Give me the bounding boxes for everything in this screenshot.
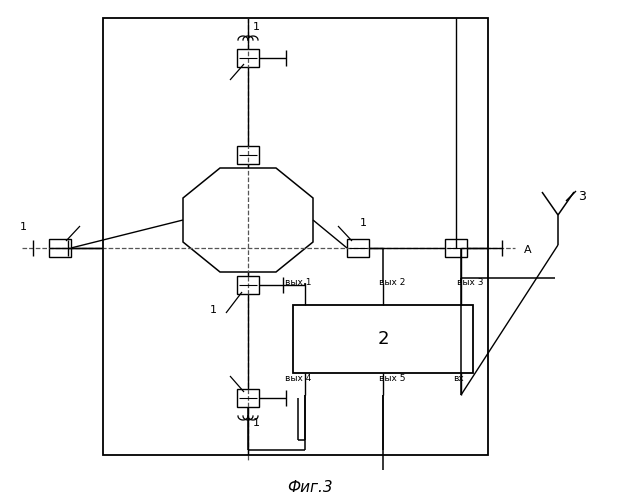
Bar bbox=[347, 239, 369, 257]
Text: 2: 2 bbox=[377, 330, 389, 348]
Text: вых 4: вых 4 bbox=[285, 374, 311, 383]
Text: Фиг.3: Фиг.3 bbox=[287, 480, 333, 496]
Bar bbox=[103, 18, 488, 455]
Text: 1: 1 bbox=[360, 218, 367, 228]
Text: 1: 1 bbox=[253, 418, 260, 428]
Text: вых 2: вых 2 bbox=[379, 278, 405, 287]
Bar bbox=[237, 49, 259, 67]
Bar bbox=[237, 276, 259, 294]
Text: 1: 1 bbox=[253, 22, 260, 32]
Bar bbox=[293, 305, 473, 373]
Bar bbox=[49, 239, 71, 257]
Text: вх: вх bbox=[453, 374, 464, 383]
Text: 1: 1 bbox=[20, 222, 27, 232]
Bar bbox=[237, 389, 259, 407]
Text: вых 1: вых 1 bbox=[285, 278, 311, 287]
Text: вых 3: вых 3 bbox=[457, 278, 484, 287]
Bar bbox=[237, 146, 259, 164]
Text: A: A bbox=[524, 245, 532, 255]
Text: вых 5: вых 5 bbox=[379, 374, 405, 383]
Bar bbox=[445, 239, 467, 257]
Text: 3: 3 bbox=[578, 190, 586, 203]
Text: 1: 1 bbox=[210, 305, 217, 315]
